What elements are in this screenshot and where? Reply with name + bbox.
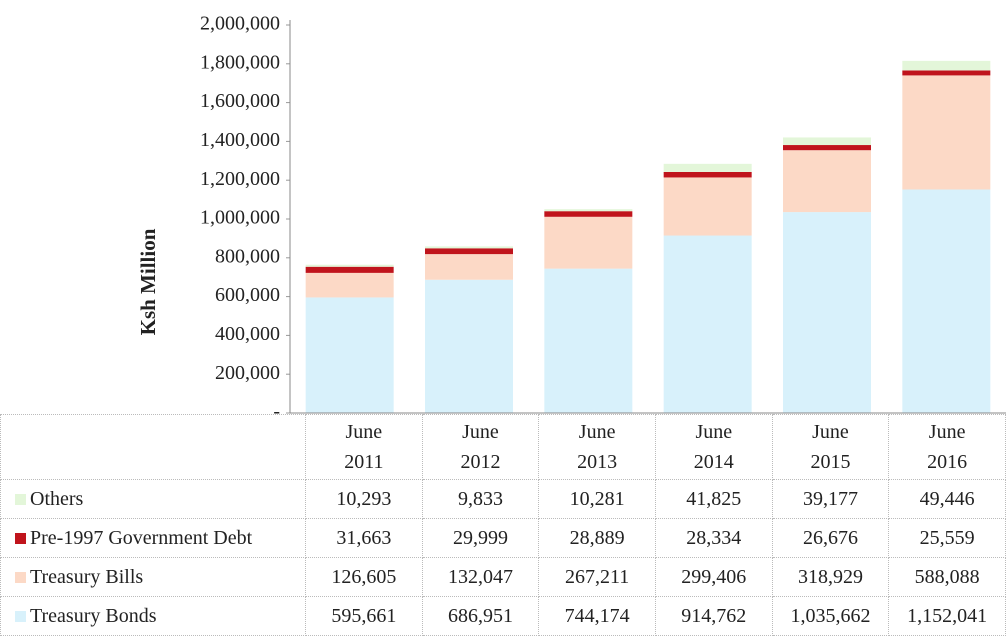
category-cell: June 2015 (771, 414, 890, 480)
value-cell: 49,446 (888, 479, 1006, 519)
bar-segment (425, 254, 513, 280)
bar-segment (902, 60, 991, 71)
value-cell: 29,999 (421, 518, 540, 558)
x-tick-label: June 2011 (344, 421, 384, 473)
bar-segment (425, 279, 513, 413)
value-cell: 914,762 (654, 596, 773, 636)
series-row: Others 10,293 9,833 10,281 41,825 39,177 49,44… (0, 479, 1006, 519)
header-row: June 2011 June 2012 June 2013 June 2014 June… (0, 414, 1006, 480)
y-tick-label: 2,000,000 (200, 13, 280, 35)
category-cell: June 2012 (421, 414, 540, 480)
legend-swatch (15, 493, 26, 505)
y-tick-label: 1,200,000 (200, 168, 280, 190)
category-cell: June 2014 (654, 414, 773, 480)
x-tick-label: June 2014 (693, 421, 734, 473)
value-cell: 744,174 (538, 596, 656, 636)
x-tick-label: June 2013 (577, 421, 618, 473)
y-tick-label: - (273, 401, 280, 423)
bar-segment (544, 211, 633, 217)
value-cell: 126,605 (305, 557, 423, 597)
bar-segment (783, 145, 871, 151)
legend-label: Others (30, 487, 84, 510)
value-cell: 26,676 (771, 518, 890, 558)
legend-entry: Treasury Bills (0, 557, 306, 597)
value-cell: 10,281 (538, 479, 656, 519)
bar-segment (305, 264, 394, 267)
legend-label: Treasury Bonds (30, 604, 157, 627)
value-cell: 10,293 (305, 479, 423, 519)
y-tick-label: 1,800,000 (200, 51, 280, 73)
bar-segment (425, 246, 513, 249)
value-cell: 299,406 (654, 557, 773, 597)
bar-segment (305, 272, 394, 298)
y-tick-label: 600,000 (215, 284, 280, 306)
bar-segment (544, 216, 633, 269)
bar-segment (425, 248, 513, 255)
y-tick-label: 200,000 (215, 362, 280, 384)
legend-swatch (15, 532, 26, 544)
legend-label: Treasury Bills (30, 565, 144, 588)
bar-segment (783, 137, 871, 146)
bar-segment (902, 189, 991, 413)
bar-segment (902, 75, 991, 190)
bar-segment (663, 235, 752, 413)
data-table: June 2011 June 2012 June 2013 June 2014 June… (0, 414, 1006, 636)
bar-segment (783, 212, 871, 413)
bar-segment (305, 266, 394, 273)
legend-entry: Others (0, 479, 306, 519)
bar-segment (663, 163, 752, 172)
legend-entry: Pre-1997 Government Debt (0, 518, 306, 558)
value-cell: 267,211 (538, 557, 656, 597)
y-tick-label: 1,000,000 (200, 207, 280, 229)
value-cell: 588,088 (888, 557, 1006, 597)
value-cell: 28,334 (654, 518, 773, 558)
legend-swatch (15, 571, 26, 583)
bar-segment (305, 297, 394, 413)
series-row: Pre-1997 Government Debt 31,663 29,999 28,8… (0, 518, 1006, 558)
x-tick-label: June 2012 (460, 421, 501, 473)
value-cell: 39,177 (771, 479, 890, 519)
legend-entry: Treasury Bonds (0, 596, 306, 636)
y-tick-label: 1,600,000 (200, 90, 280, 112)
category-cell: June 2013 (538, 414, 656, 480)
value-cell: 9,833 (421, 479, 540, 519)
y-tick-label: 400,000 (215, 323, 280, 345)
value-cell: 132,047 (421, 557, 540, 597)
value-cell: 318,929 (771, 557, 890, 597)
value-cell: 595,661 (305, 596, 423, 636)
bar-segment (544, 268, 633, 413)
y-tick-label: 1,400,000 (200, 129, 280, 151)
x-tick-label: June 2016 (927, 421, 968, 473)
category-cell: June 2011 (305, 414, 423, 480)
value-cell: 31,663 (305, 518, 423, 558)
value-cell: 28,889 (538, 518, 656, 558)
x-tick-label: June 2015 (810, 421, 851, 473)
value-cell: 1,035,662 (771, 596, 890, 636)
bar-segment (544, 209, 633, 212)
legend-swatch (15, 610, 26, 622)
corner-cell (0, 414, 306, 480)
bar-segment (663, 177, 752, 236)
series-row: Treasury Bonds 595,661 686,951 744,174 914,7… (0, 596, 1006, 636)
y-axis-label: Ksh Million (136, 228, 160, 335)
category-cell: June 2016 (888, 414, 1006, 480)
value-cell: 1,152,041 (888, 596, 1006, 636)
value-cell: 686,951 (421, 596, 540, 636)
value-cell: 25,559 (888, 518, 1006, 558)
series-row: Treasury Bills 126,605 132,047 267,211 299,4… (0, 557, 1006, 597)
bar-segment (902, 70, 991, 76)
legend-label: Pre-1997 Government Debt (30, 526, 253, 549)
bar-segment (663, 171, 752, 178)
value-cell: 41,825 (654, 479, 773, 519)
bar-segment (783, 150, 871, 213)
y-tick-label: 800,000 (215, 245, 280, 267)
